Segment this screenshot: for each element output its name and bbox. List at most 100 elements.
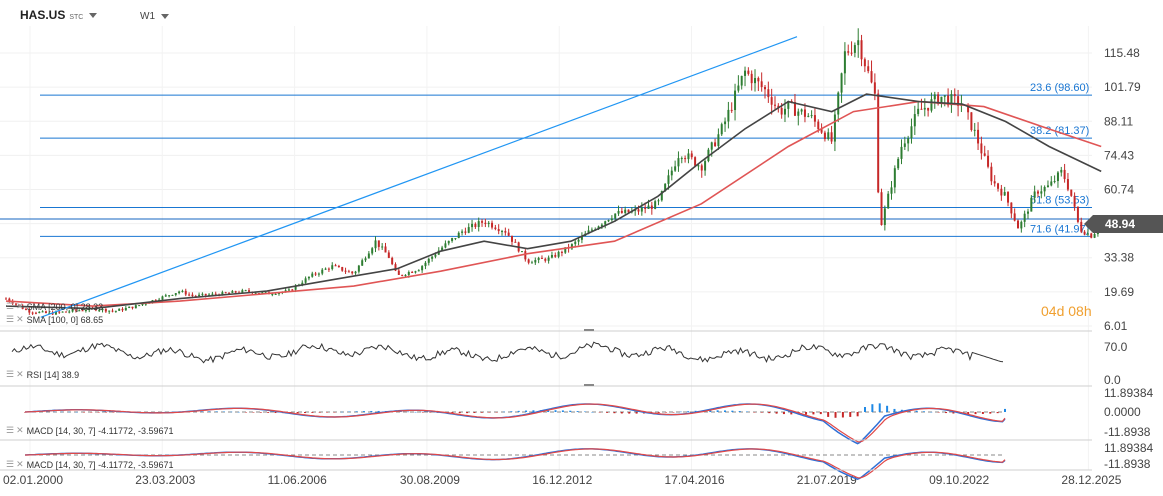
candle-body bbox=[973, 129, 976, 131]
candle-body bbox=[650, 205, 653, 209]
macd-y-tick-label: 11.89384 bbox=[1104, 441, 1153, 455]
candle-body bbox=[68, 311, 71, 313]
candle-body bbox=[953, 94, 956, 97]
candle-body bbox=[777, 105, 780, 109]
candle-body bbox=[304, 278, 307, 283]
macd-histogram-bar bbox=[981, 412, 984, 414]
candle-body bbox=[970, 112, 973, 130]
macd-histogram-bar bbox=[82, 412, 85, 413]
candle-body bbox=[927, 107, 930, 111]
macd-histogram-bar bbox=[724, 410, 726, 412]
chevron-down-icon bbox=[89, 13, 98, 19]
candle-body bbox=[481, 221, 484, 223]
macd-histogram-bar bbox=[90, 412, 93, 413]
candle-body bbox=[917, 108, 920, 115]
candle-body bbox=[704, 161, 707, 171]
close-icon[interactable]: ✕ bbox=[16, 301, 24, 311]
candle-body bbox=[18, 304, 21, 306]
macd-histogram-bar bbox=[687, 411, 690, 412]
x-tick-label: 16.12.2012 bbox=[532, 473, 592, 487]
candle-body bbox=[394, 264, 397, 271]
candle-body bbox=[880, 192, 883, 226]
candle-body bbox=[943, 95, 946, 97]
macd-histogram-bar bbox=[665, 412, 668, 413]
settings-icon[interactable]: ☰ bbox=[6, 301, 15, 311]
candle-body bbox=[770, 97, 773, 105]
macd-histogram-bar bbox=[893, 408, 896, 412]
macd-histogram-bar bbox=[922, 411, 925, 412]
macd-histogram-bar bbox=[458, 412, 461, 414]
indicator-label-macd1[interactable]: ☰ ✕ MACD [14, 30, 7] -4.11772, -3.59671 bbox=[6, 425, 174, 436]
macd2-text: MACD [14, 30, 7] -4.11772, -3.59671 bbox=[26, 459, 174, 470]
candle-body bbox=[94, 307, 97, 311]
candle-body bbox=[294, 285, 297, 290]
candle-body bbox=[754, 78, 757, 84]
symbol-selector[interactable]: HAS.US STC bbox=[20, 8, 98, 22]
macd-histogram-bar bbox=[996, 412, 999, 414]
macd-histogram-bar bbox=[355, 411, 358, 412]
macd1-text: MACD [14, 30, 7] -4.11772, -3.59671 bbox=[26, 425, 174, 436]
candle-body bbox=[657, 200, 660, 202]
indicator-label-sma200[interactable]: ☰ ✕ SMA [200, 0] 28.33 bbox=[6, 301, 103, 312]
candle-body bbox=[947, 95, 950, 106]
candle-body bbox=[254, 293, 257, 295]
candle-body bbox=[937, 94, 940, 104]
indicator-label-sma100[interactable]: ☰ ✕ SMA [100, 0] 68.65 bbox=[6, 314, 103, 325]
close-icon[interactable]: ✕ bbox=[16, 425, 24, 435]
macd-histogram-bar bbox=[112, 412, 115, 413]
x-tick-label: 17.04.2016 bbox=[665, 473, 725, 487]
candle-body bbox=[98, 310, 101, 312]
settings-icon[interactable]: ☰ bbox=[6, 459, 15, 469]
candle-body bbox=[1020, 221, 1023, 229]
settings-icon[interactable]: ☰ bbox=[6, 314, 15, 324]
candle-body bbox=[324, 268, 327, 270]
macd-histogram-bar bbox=[370, 410, 373, 412]
indicator-label-rsi[interactable]: ☰ ✕ RSI [14] 38.9 bbox=[6, 369, 79, 380]
candle-body bbox=[54, 311, 57, 315]
macd-histogram-bar bbox=[60, 411, 63, 413]
candle-body bbox=[554, 254, 557, 257]
settings-icon[interactable]: ☰ bbox=[6, 369, 15, 379]
macd-y-tick-label: -11.8938 bbox=[1104, 425, 1151, 439]
close-icon[interactable]: ✕ bbox=[16, 314, 24, 324]
candle-body bbox=[674, 166, 677, 171]
candle-body bbox=[534, 260, 537, 263]
macd-histogram-bar bbox=[606, 412, 609, 413]
settings-icon[interactable]: ☰ bbox=[6, 425, 15, 435]
candle-body bbox=[867, 66, 870, 72]
candle-body bbox=[520, 251, 523, 253]
close-icon[interactable]: ✕ bbox=[16, 459, 24, 469]
indicator-label-macd2[interactable]: ☰ ✕ MACD [14, 30, 7] -4.11772, -3.59671 bbox=[6, 459, 174, 470]
candle-body bbox=[1040, 191, 1043, 194]
candle-body bbox=[684, 158, 687, 160]
candle-body bbox=[497, 229, 500, 232]
candle-body bbox=[1056, 172, 1059, 182]
x-tick-label: 23.03.2003 bbox=[135, 473, 195, 487]
timeframe-selector[interactable]: W1 bbox=[140, 11, 169, 22]
macd-histogram-bar bbox=[790, 412, 793, 415]
candle-body bbox=[890, 187, 893, 194]
candle-body bbox=[64, 311, 67, 313]
candle-body bbox=[174, 293, 177, 295]
candle-body bbox=[1023, 213, 1026, 222]
macd-histogram-bar bbox=[753, 412, 756, 413]
candle-body bbox=[71, 309, 74, 312]
macd-signal-line bbox=[24, 403, 1006, 443]
candle-body bbox=[224, 292, 227, 294]
candle-body bbox=[734, 90, 737, 111]
candle-body bbox=[118, 308, 121, 311]
candle-body bbox=[827, 132, 830, 140]
candle-body bbox=[724, 121, 727, 125]
candle-body bbox=[557, 251, 560, 257]
candle-body bbox=[897, 158, 900, 169]
close-icon[interactable]: ✕ bbox=[16, 369, 24, 379]
candle-body bbox=[933, 94, 936, 100]
candle-body bbox=[540, 257, 543, 259]
candle-body bbox=[121, 308, 124, 311]
candle-body bbox=[181, 290, 184, 292]
symbol-name: HAS.US bbox=[20, 8, 66, 22]
candle-body bbox=[231, 291, 234, 293]
candle-body bbox=[1026, 211, 1029, 214]
macd-histogram-bar bbox=[819, 412, 822, 415]
